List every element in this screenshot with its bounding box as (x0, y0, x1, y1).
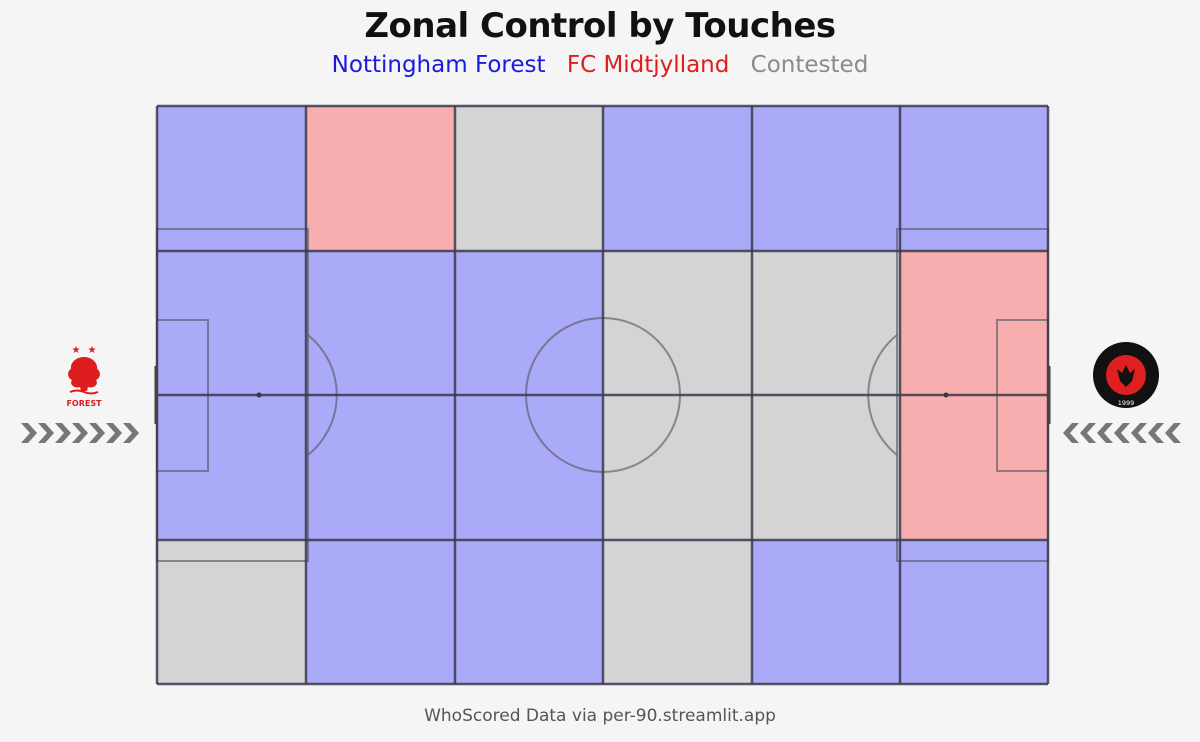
chevron-left-icon (1131, 423, 1147, 443)
zone-r1-c1 (306, 251, 455, 395)
zone-r2-c0 (157, 395, 306, 540)
chevron-right-icon (21, 423, 37, 443)
svg-text:★: ★ (88, 345, 97, 356)
zone-r0-c3 (603, 106, 752, 251)
legend-contested: Contested (750, 52, 869, 78)
chevron-left-icon (1063, 423, 1079, 443)
chevron-left-icon (1114, 423, 1130, 443)
chevron-right-icon (38, 423, 54, 443)
chevron-right-icon (106, 423, 122, 443)
zone-r3-c3 (603, 540, 752, 684)
nottingham-forest-crest-icon: ★ ★ FOREST (66, 345, 102, 408)
attack-direction-right-icon (21, 423, 139, 443)
zone-r0-c1 (306, 106, 455, 251)
midtjylland-crest-year: 1999 (1118, 399, 1135, 407)
forest-crest-text: FOREST (66, 399, 102, 408)
attack-direction-left-icon (1063, 423, 1181, 443)
svg-text:★: ★ (72, 345, 81, 356)
chevron-left-icon (1148, 423, 1164, 443)
zone-r2-c5 (900, 395, 1048, 540)
zone-r3-c0 (157, 540, 306, 684)
legend-fc-midtjylland: FC Midtjylland (566, 52, 730, 78)
chevron-right-icon (72, 423, 88, 443)
zone-r0-c5 (900, 106, 1048, 251)
zone-r1-c0 (157, 251, 306, 395)
chart-legend: Nottingham Forest FC Midtjylland Contest… (0, 52, 1200, 78)
chevron-left-icon (1080, 423, 1096, 443)
zone-r0-c2 (455, 106, 603, 251)
zone-r2-c4 (752, 395, 900, 540)
chart-title: Zonal Control by Touches (364, 6, 836, 46)
zone-r3-c2 (455, 540, 603, 684)
zone-r0-c4 (752, 106, 900, 251)
chevron-left-icon (1097, 423, 1113, 443)
zone-r3-c4 (752, 540, 900, 684)
footer-credit: WhoScored Data via per-90.streamlit.app (424, 706, 776, 726)
chevron-right-icon (55, 423, 71, 443)
legend-nottingham-forest: Nottingham Forest (331, 52, 546, 78)
chevron-right-icon (123, 423, 139, 443)
zone-r0-c0 (157, 106, 306, 251)
chevron-left-icon (1165, 423, 1181, 443)
zone-r1-c3 (603, 251, 752, 395)
fc-midtjylland-crest-icon: 1999 (1093, 342, 1159, 408)
zone-r1-c4 (752, 251, 900, 395)
zone-r3-c1 (306, 540, 455, 684)
zone-r2-c1 (306, 395, 455, 540)
zone-r1-c5 (900, 251, 1048, 395)
chevron-right-icon (89, 423, 105, 443)
zone-r3-c5 (900, 540, 1048, 684)
